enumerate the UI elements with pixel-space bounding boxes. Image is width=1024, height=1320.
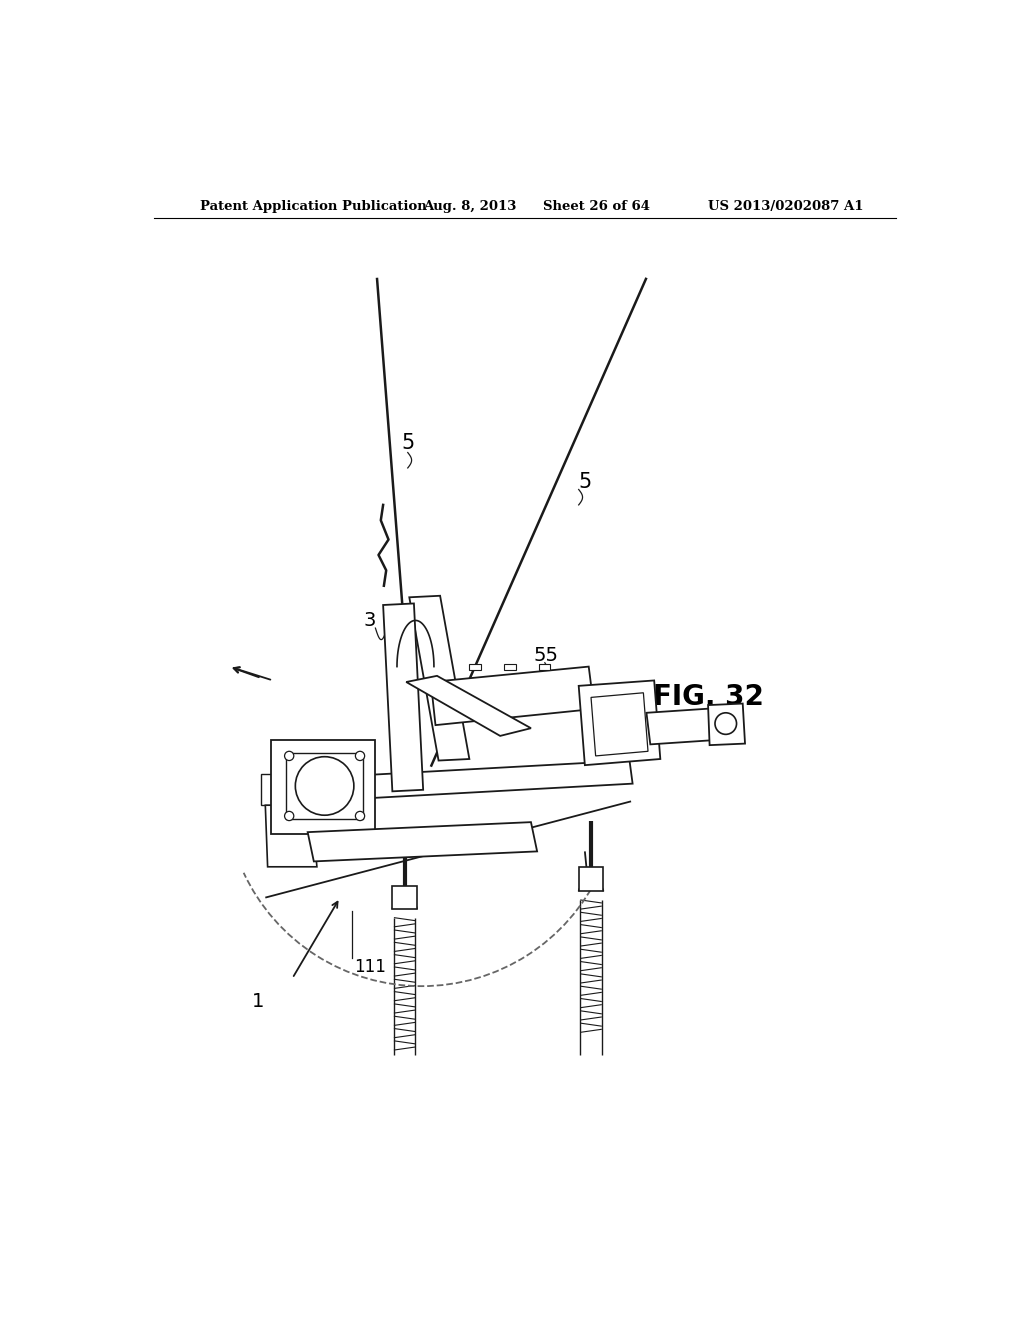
Polygon shape: [708, 704, 745, 744]
Text: 111: 111: [354, 958, 386, 975]
Text: Patent Application Publication: Patent Application Publication: [200, 199, 427, 213]
Polygon shape: [307, 822, 538, 862]
Circle shape: [355, 751, 365, 760]
Text: Sheet 26 of 64: Sheet 26 of 64: [543, 199, 649, 213]
Polygon shape: [579, 681, 660, 766]
Polygon shape: [410, 595, 469, 760]
Polygon shape: [539, 664, 550, 671]
Polygon shape: [646, 708, 720, 744]
Polygon shape: [579, 867, 603, 891]
Text: 55: 55: [534, 645, 559, 664]
Text: 1: 1: [252, 993, 264, 1011]
Polygon shape: [407, 676, 531, 737]
Polygon shape: [261, 775, 272, 805]
Text: 3: 3: [364, 611, 376, 630]
Polygon shape: [591, 693, 648, 756]
Polygon shape: [504, 664, 515, 671]
Polygon shape: [265, 760, 633, 804]
Polygon shape: [265, 805, 316, 867]
Circle shape: [295, 756, 354, 816]
Polygon shape: [286, 752, 364, 818]
Circle shape: [355, 812, 365, 821]
Polygon shape: [469, 664, 481, 671]
Polygon shape: [270, 739, 376, 834]
Circle shape: [285, 812, 294, 821]
Polygon shape: [392, 886, 417, 909]
Text: 5: 5: [401, 433, 415, 453]
Text: Aug. 8, 2013: Aug. 8, 2013: [423, 199, 516, 213]
Text: 5: 5: [579, 471, 592, 492]
Circle shape: [715, 713, 736, 734]
Text: FIG. 32: FIG. 32: [652, 684, 764, 711]
Polygon shape: [431, 667, 594, 725]
Polygon shape: [383, 603, 423, 792]
Circle shape: [285, 751, 294, 760]
Text: US 2013/0202087 A1: US 2013/0202087 A1: [708, 199, 863, 213]
